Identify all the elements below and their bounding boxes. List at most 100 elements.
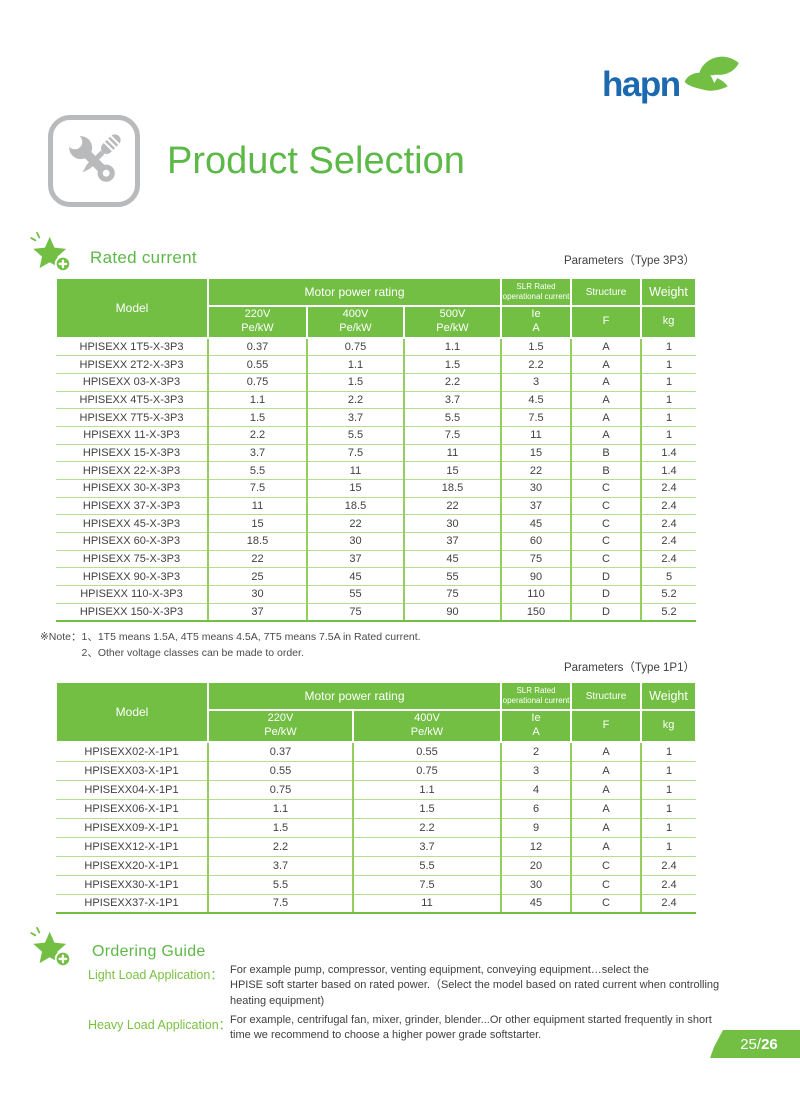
star-plus-icon — [30, 231, 72, 273]
logo-wordmark: hapn — [602, 65, 681, 105]
light-load-text: For example pump, compressor, venting eq… — [230, 963, 770, 1009]
value-cell: C — [570, 514, 641, 534]
value-cell: 60 — [500, 532, 571, 551]
model-cell: HPISEXX 60-X-3P3 — [56, 532, 208, 551]
model-cell: HPISEXX 11-X-3P3 — [56, 426, 208, 445]
value-cell: 3.7 — [207, 856, 353, 876]
value-cell: A — [570, 408, 641, 427]
dove-logo-icon — [684, 56, 739, 91]
value-cell: C — [570, 894, 642, 914]
value-cell: 30 — [403, 514, 501, 534]
value-cell: 1 — [640, 742, 697, 762]
value-cell: 11 — [207, 497, 307, 516]
value-cell: 45 — [500, 514, 571, 534]
value-cell: D — [570, 567, 641, 587]
value-cell: 1 — [640, 408, 696, 427]
col-header-kg: kg — [640, 709, 698, 743]
value-cell: 0.75 — [351, 761, 502, 781]
table-1p1: Model Motor power rating SLR Rated operat… — [55, 681, 698, 914]
value-cell: 2.4 — [640, 875, 697, 895]
table-row: HPISEXX 1T5-X-3P3 0.37 0.75 1.1 1.5 A 1 — [56, 338, 696, 357]
value-cell: 37 — [207, 603, 307, 622]
value-cell: C — [570, 497, 641, 516]
value-cell: 22 — [403, 497, 501, 516]
model-cell: HPISEXX37-X-1P1 — [56, 894, 208, 914]
value-cell: A — [570, 799, 642, 819]
value-cell: 1 — [640, 355, 696, 374]
value-cell: 22 — [207, 550, 307, 569]
value-cell: 1.5 — [207, 818, 353, 838]
value-cell: 11 — [351, 894, 502, 914]
value-cell: 4 — [500, 780, 572, 800]
value-cell: D — [570, 585, 641, 604]
value-cell: 30 — [306, 532, 404, 551]
table-row: HPISEXX 30-X-3P3 7.5 15 18.5 30 C 2.4 — [56, 479, 696, 498]
col-header-f: F — [570, 709, 643, 743]
model-cell: HPISEXX 90-X-3P3 — [56, 567, 208, 587]
value-cell: 1 — [640, 426, 696, 445]
model-cell: HPISEXX 7T5-X-3P3 — [56, 408, 208, 427]
value-cell: B — [570, 461, 641, 480]
value-cell: 1 — [640, 338, 696, 357]
note-prefix: ※Note： — [40, 631, 82, 643]
value-cell: 75 — [306, 603, 404, 622]
value-cell: 5.5 — [207, 875, 353, 895]
model-cell: HPISEXX 22-X-3P3 — [56, 461, 208, 480]
table-row: HPISEXX06-X-1P1 1.1 1.5 6 A 1 — [56, 799, 697, 819]
page-title: Product Selection — [167, 140, 465, 182]
value-cell: 1.5 — [351, 799, 502, 819]
value-cell: A — [570, 742, 642, 762]
value-cell: 2.4 — [640, 479, 696, 498]
value-cell: 2.4 — [640, 497, 696, 516]
model-cell: HPISEXX 03-X-3P3 — [56, 373, 208, 392]
table-row: HPISEXX37-X-1P1 7.5 11 45 C 2.4 — [56, 894, 697, 914]
params-label-3p3: Parameters（Type 3P3） — [563, 255, 695, 267]
value-cell: 1.5 — [306, 373, 404, 392]
value-cell: A — [570, 818, 642, 838]
value-cell: 18.5 — [207, 532, 307, 551]
model-cell: HPISEXX06-X-1P1 — [56, 799, 208, 819]
value-cell: 2.2 — [351, 818, 502, 838]
table-row: HPISEXX04-X-1P1 0.75 1.1 4 A 1 — [56, 780, 697, 800]
value-cell: 30 — [207, 585, 307, 604]
value-cell: 2.2 — [207, 426, 307, 445]
col-header-weight: Weight — [640, 681, 698, 711]
model-cell: HPISEXX 37-X-3P3 — [56, 497, 208, 516]
heavy-load-line: For example, centrifugal fan, mixer, gri… — [230, 1014, 712, 1026]
model-cell: HPISEXX02-X-1P1 — [56, 742, 208, 762]
value-cell: 1.1 — [207, 391, 307, 410]
value-cell: 37 — [403, 532, 501, 551]
col-header-structure: Structure — [570, 681, 643, 711]
col-header-model: Model — [55, 277, 209, 339]
value-cell: 5.2 — [640, 585, 696, 604]
value-cell: 3 — [500, 761, 572, 781]
model-cell: HPISEXX09-X-1P1 — [56, 818, 208, 838]
value-cell: 3.7 — [351, 837, 502, 857]
value-cell: 7.5 — [500, 408, 571, 427]
params-label-1p1: Parameters（Type 1P1） — [563, 662, 695, 674]
value-cell: 22 — [306, 514, 404, 534]
value-cell: C — [570, 550, 641, 569]
value-cell: 1 — [640, 391, 696, 410]
note-line-2: 2、Other voltage classes can be made to o… — [81, 647, 304, 660]
table-row: HPISEXX 7T5-X-3P3 1.5 3.7 5.5 7.5 A 1 — [56, 408, 696, 427]
value-cell: 45 — [403, 550, 501, 569]
table-row: HPISEXX 75-X-3P3 22 37 45 75 C 2.4 — [56, 550, 696, 569]
col-header-slr: SLR Rated operational current — [500, 277, 572, 307]
light-load-line: heating equipment) — [230, 994, 325, 1007]
model-cell: HPISEXX 45-X-3P3 — [56, 514, 208, 534]
value-cell: 150 — [500, 603, 571, 622]
table-row: HPISEXX 22-X-3P3 5.5 11 15 22 B 1.4 — [56, 461, 696, 480]
page-current: 25/ — [740, 1035, 762, 1053]
page-total: 26 — [761, 1035, 778, 1053]
heavy-load-label: Heavy Load Application： — [88, 1018, 232, 1032]
value-cell: 30 — [500, 875, 572, 895]
value-cell: 75 — [403, 585, 501, 604]
value-cell: 11 — [500, 426, 571, 445]
col-header-kg: kg — [640, 305, 697, 339]
value-cell: A — [570, 338, 641, 357]
value-cell: 0.75 — [306, 338, 404, 357]
value-cell: 90 — [403, 603, 501, 622]
value-cell: 20 — [500, 856, 572, 876]
value-cell: 25 — [207, 567, 307, 587]
